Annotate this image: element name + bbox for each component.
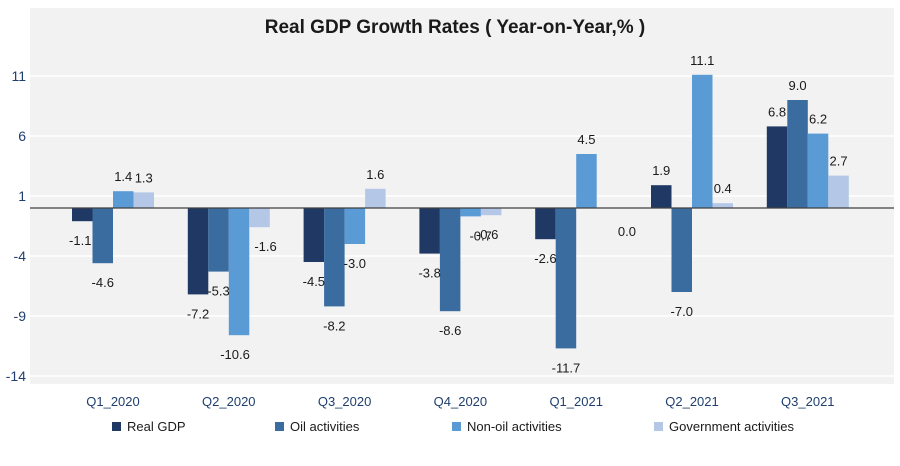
data-label: -3.0 (344, 256, 366, 271)
legend-label: Real GDP (127, 419, 186, 434)
x-tick-label: Q3_2021 (781, 394, 835, 409)
data-label: -0.6 (476, 227, 498, 242)
bar-non-oil-activities-q1-2020 (113, 191, 134, 208)
legend: Real GDP Oil activities Non-oil activities… (112, 419, 794, 434)
legend-swatch (654, 422, 663, 431)
data-label: 4.5 (577, 132, 595, 147)
bar-non-oil-activities-q2-2021 (692, 74, 713, 208)
legend-swatch (452, 422, 461, 431)
data-label: -5.3 (207, 284, 229, 299)
bars (72, 74, 849, 349)
bar-non-oil-activities-q1-2021 (576, 154, 597, 208)
data-label: -1.1 (69, 233, 91, 248)
bar-government-activities-q4-2020 (480, 208, 502, 216)
data-label: -1.6 (254, 239, 276, 254)
y-tick-label: 1 (18, 188, 26, 204)
bar-non-oil-activities-q4-2020 (460, 208, 481, 217)
y-axis-ticks: 11 6 1 -4 -9 -14 (6, 68, 26, 384)
bar-oil-activities-q2-2021 (671, 208, 692, 292)
data-label: 11.1 (690, 53, 714, 68)
bar-government-activities-q2-2021 (712, 203, 733, 208)
data-label: 1.9 (652, 163, 670, 178)
bar-government-activities-q1-2020 (133, 192, 154, 208)
data-label: -0.7 (469, 228, 491, 243)
data-label: -7.0 (671, 304, 693, 319)
x-tick-label: Q3_2020 (318, 394, 372, 409)
data-label: -2.6 (534, 251, 556, 266)
x-tick-label: Q2_2021 (665, 394, 719, 409)
bar-real-gdp-q3-2020 (303, 208, 325, 262)
legend-swatch (275, 422, 284, 431)
bar-real-gdp-q3-2021 (766, 126, 788, 208)
data-label: -4.5 (303, 274, 325, 289)
bar-real-gdp-q1-2020 (72, 208, 93, 222)
x-tick-label: Q2_2020 (202, 394, 256, 409)
data-label: -4.6 (92, 275, 114, 290)
data-label: -8.2 (323, 318, 345, 333)
data-label: 2.7 (830, 154, 848, 169)
x-tick-label: Q1_2020 (86, 394, 140, 409)
bar-government-activities-q2-2020 (249, 208, 270, 228)
data-label: 6.8 (768, 104, 786, 119)
data-label: 9.0 (789, 78, 807, 93)
data-label: -3.8 (418, 266, 440, 281)
x-tick-label: Q4_2020 (434, 394, 488, 409)
y-tick-label: -4 (14, 248, 27, 264)
y-tick-label: -14 (6, 368, 26, 384)
bar-oil-activities-q3-2021 (787, 100, 808, 208)
bar-non-oil-activities-q3-2021 (807, 133, 829, 208)
legend-label: Government activities (669, 419, 794, 434)
legend-label: Non-oil activities (467, 419, 562, 434)
data-label: -8.6 (439, 323, 461, 338)
data-label: -10.6 (220, 347, 250, 362)
bar-government-activities-q3-2020 (365, 188, 386, 208)
bar-real-gdp-q1-2021 (535, 208, 556, 240)
x-axis-ticks: Q1_2020 Q2_2020 Q3_2020 Q4_2020 Q1_2021 Q2_20… (86, 394, 834, 409)
x-tick-label: Q1_2021 (549, 394, 603, 409)
bar-real-gdp-q2-2021 (651, 185, 672, 208)
bar-oil-activities-q1-2020 (92, 208, 113, 264)
data-label: 0.4 (714, 181, 732, 196)
y-tick-label: 11 (11, 68, 26, 84)
bar-oil-activities-q2-2020 (208, 208, 229, 272)
bar-oil-activities-q3-2020 (324, 208, 345, 307)
data-label: 1.3 (135, 170, 153, 185)
data-label: 1.4 (114, 169, 132, 184)
chart-title: Real GDP Growth Rates ( Year-on-Year,% ) (265, 17, 645, 38)
bar-oil-activities-q4-2020 (439, 208, 461, 312)
data-label: -11.7 (552, 360, 581, 375)
data-label: 1.6 (366, 167, 384, 182)
legend-swatch (112, 422, 121, 431)
bar-government-activities-q3-2021 (828, 175, 849, 208)
bar-non-oil-activities-q3-2020 (344, 208, 366, 244)
bar-non-oil-activities-q2-2020 (228, 208, 250, 336)
data-labels: -1.1 -4.6 1.4 1.3 -7.2 -5.3 -10.6 -1.6 -4.5 -8.2 -… (69, 53, 848, 376)
bar-oil-activities-q1-2021 (555, 208, 577, 349)
data-label: 0.0 (618, 224, 636, 239)
y-tick-label: -9 (14, 308, 27, 324)
gridlines (30, 75, 894, 377)
bar-real-gdp-q4-2020 (419, 208, 440, 254)
y-tick-label: 6 (18, 128, 26, 144)
data-label: 6.2 (809, 112, 827, 127)
legend-label: Oil activities (290, 419, 360, 434)
data-label: -7.2 (187, 306, 209, 321)
bar-real-gdp-q2-2020 (187, 208, 209, 295)
